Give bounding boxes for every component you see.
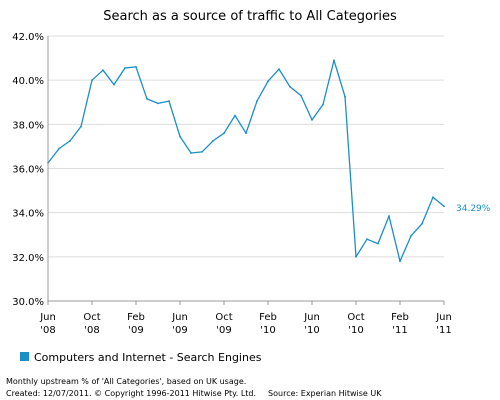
x-tick-label: Oct '08 <box>83 312 100 336</box>
data-point <box>102 69 104 72</box>
data-point <box>124 67 126 69</box>
data-point <box>355 255 357 258</box>
plot-area: 30.0% 32.0% 34.0% 36.0% 38.0% 40.0% 42.0% Jun '… <box>12 32 491 336</box>
data-point <box>443 205 445 208</box>
x-tick-month: Oct <box>215 312 232 323</box>
data-point <box>157 102 159 105</box>
data-point <box>201 151 203 153</box>
x-tick-month: Feb <box>391 312 409 323</box>
horizontal-gridlines <box>48 35 444 258</box>
x-tick-year: '09 <box>172 325 187 336</box>
x-tick-month: Jun <box>303 312 320 323</box>
x-tick-month: Oct <box>347 312 364 323</box>
x-tick-year: '08 <box>84 325 99 336</box>
data-point <box>91 79 93 82</box>
data-point <box>432 196 434 199</box>
data-point <box>58 147 60 150</box>
x-tick-year: '10 <box>304 325 319 336</box>
x-tick-label: Jun '11 <box>435 312 452 336</box>
data-point <box>300 94 302 97</box>
x-tick-year: '09 <box>128 325 143 336</box>
data-point <box>80 125 82 128</box>
data-point <box>69 140 71 142</box>
data-point <box>377 242 379 245</box>
data-point <box>256 100 258 102</box>
footer-note: Monthly upstream % of 'All Categories', … <box>6 377 247 386</box>
data-point <box>267 80 269 83</box>
x-tick-year: '10 <box>260 325 275 336</box>
footer-copyright-row: Created: 12/07/2011. © Copyright 1996-20… <box>6 388 381 400</box>
x-tick-month: Feb <box>127 312 145 323</box>
data-point <box>410 235 412 237</box>
y-tick-label: 32.0% <box>12 253 44 264</box>
data-point <box>322 103 324 106</box>
x-tick-label: Feb '09 <box>127 312 145 336</box>
x-tick-label: Jun '10 <box>303 312 320 336</box>
data-point <box>135 66 137 68</box>
data-point <box>113 83 115 86</box>
data-point <box>212 140 214 142</box>
data-point <box>146 98 148 100</box>
series-layer <box>47 59 445 263</box>
x-tick-year: '10 <box>348 325 363 336</box>
x-tick-year: '09 <box>216 325 231 336</box>
data-point <box>245 132 247 135</box>
x-tick-month: Oct <box>83 312 100 323</box>
y-tick-label: 30.0% <box>12 297 44 308</box>
y-axis-tick-labels: 30.0% 32.0% 34.0% 36.0% 38.0% 40.0% 42.0% <box>12 32 44 308</box>
data-point <box>421 222 423 225</box>
x-tick-year: '11 <box>392 325 407 336</box>
chart-footer: Monthly upstream % of 'All Categories', … <box>6 376 381 400</box>
footer-copyright: Created: 12/07/2011. © Copyright 1996-20… <box>6 389 257 398</box>
end-value-label: 34.29% <box>456 204 491 214</box>
data-point <box>289 85 291 88</box>
x-tick-label: Feb '10 <box>259 312 277 336</box>
data-point <box>388 215 390 217</box>
y-tick-label: 38.0% <box>12 120 44 131</box>
x-tick-month: Jun <box>435 312 452 323</box>
footer-source: Source: Experian Hitwise UK <box>268 389 382 398</box>
x-tick-year: '11 <box>436 325 451 336</box>
data-point <box>190 152 192 154</box>
data-point <box>311 119 313 121</box>
data-point <box>366 238 368 241</box>
legend: Computers and Internet - Search Engines <box>20 351 262 364</box>
y-tick-label: 36.0% <box>12 165 44 176</box>
data-point <box>344 95 346 98</box>
y-tick-label: 42.0% <box>12 32 44 43</box>
legend-label: Computers and Internet - Search Engines <box>34 351 262 364</box>
data-point <box>333 59 335 62</box>
data-point <box>278 68 280 70</box>
x-tick-label: Jun '08 <box>39 312 56 336</box>
y-tick-label: 40.0% <box>12 76 44 87</box>
y-tick-label: 34.0% <box>12 209 44 220</box>
x-tick-label: Oct '10 <box>347 312 364 336</box>
legend-swatch <box>20 352 29 361</box>
x-axis-tick-labels: Jun '08 Oct '08 Feb '09 Jun '09 Oct '09 Feb '10 Jun '… <box>39 301 452 336</box>
x-tick-label: Oct '09 <box>215 312 232 336</box>
x-tick-month: Jun <box>171 312 188 323</box>
x-tick-year: '08 <box>40 325 55 336</box>
data-point <box>223 132 225 135</box>
x-tick-label: Feb '11 <box>391 312 409 336</box>
data-point <box>179 135 181 138</box>
data-point <box>234 114 236 117</box>
x-tick-month: Feb <box>259 312 277 323</box>
data-point <box>399 260 401 263</box>
x-tick-month: Jun <box>39 312 56 323</box>
data-point <box>168 100 170 102</box>
x-tick-label: Jun '09 <box>171 312 188 336</box>
chart-title: Search as a source of traffic to All Cat… <box>103 9 397 24</box>
